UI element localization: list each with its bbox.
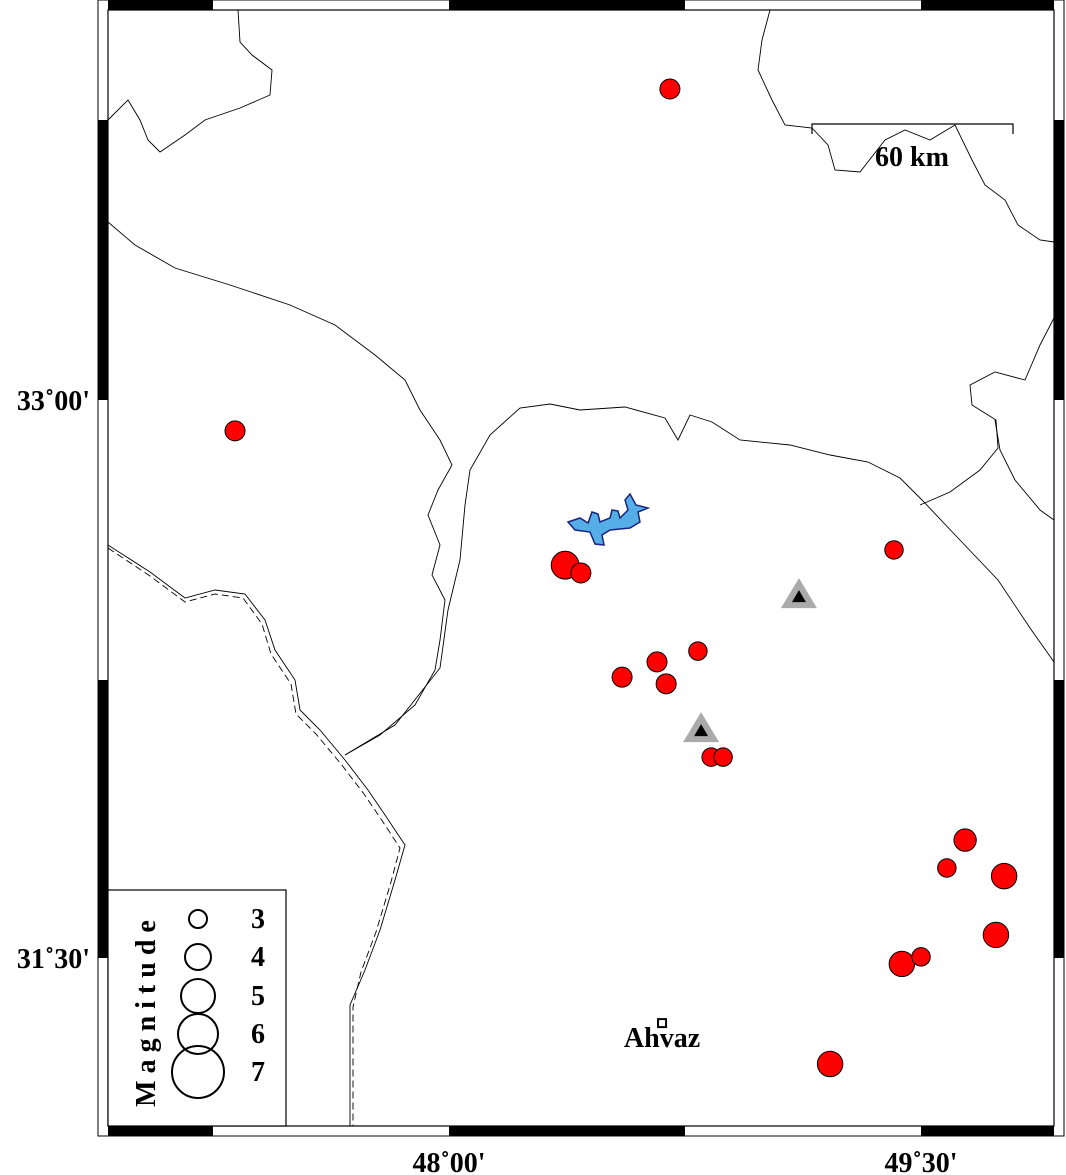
earthquake-marker [611, 666, 633, 688]
earthquake-marker [646, 651, 668, 673]
legend-label: 7 [251, 1057, 265, 1088]
legend-circle [177, 1013, 219, 1055]
longitude-tick-label: 49˚30' [884, 1148, 957, 1175]
province-boundary [107, 221, 453, 756]
city-label: Ahvaz [624, 1023, 700, 1054]
province-boundary [919, 317, 1055, 506]
volcano-icon [683, 712, 720, 743]
earthquake-marker [659, 78, 681, 100]
earthquake-marker [888, 950, 916, 978]
international-border [107, 544, 406, 1126]
legend-circle [184, 943, 212, 971]
legend-label: 4 [251, 942, 265, 973]
earthquake-marker [713, 747, 733, 767]
province-boundary [344, 403, 1055, 756]
volcano-icon [780, 578, 817, 609]
earthquake-marker [953, 828, 977, 852]
legend: Magnitude 3 4 5 6 7 [107, 889, 287, 1127]
legend-label: 5 [251, 981, 265, 1012]
legend-title: Magnitude [131, 913, 162, 1107]
legend-circle [188, 909, 208, 929]
volcanoes-layer [683, 578, 817, 743]
scale-bar-label: 60 km [875, 142, 949, 173]
lake [566, 492, 651, 546]
earthquake-marker [982, 921, 1010, 949]
earthquake-marker [570, 562, 592, 584]
city-marker [657, 1018, 668, 1029]
events-layer [224, 78, 1018, 1078]
legend-circle [171, 1045, 225, 1099]
earthquake-marker [990, 862, 1018, 890]
province-boundary [107, 9, 273, 153]
latitude-tick-label: 31˚30' [17, 944, 90, 975]
legend-label: 6 [251, 1019, 265, 1050]
cities-layer: Ahvaz [624, 1018, 700, 1054]
scale-bar: 60 km [811, 123, 1014, 173]
longitude-tick-label: 48˚00' [412, 1148, 485, 1175]
earthquake-marker [937, 858, 957, 878]
earthquake-marker [655, 673, 677, 695]
province-boundary [757, 9, 1055, 243]
earthquake-marker [688, 641, 708, 661]
earthquake-marker [911, 947, 931, 967]
international-border-dashed [107, 547, 401, 1126]
earthquake-marker [816, 1050, 844, 1078]
earthquake-marker [884, 540, 904, 560]
latitude-tick-label: 33˚00' [17, 386, 90, 417]
province-boundary [994, 419, 1055, 521]
legend-label: 3 [251, 904, 265, 935]
map-frame: 48˚00' 49˚30' 33˚00' 31˚30' [17, 0, 1065, 1175]
earthquake-marker [224, 420, 246, 442]
